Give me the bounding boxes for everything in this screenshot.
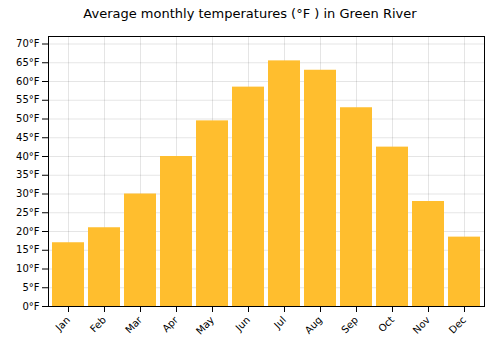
svg-text:25°F: 25°F [16,207,40,218]
svg-text:Dec: Dec [447,314,468,335]
svg-text:40°F: 40°F [16,151,40,162]
svg-text:Apr: Apr [160,314,181,335]
svg-text:55°F: 55°F [16,94,40,105]
svg-text:Nov: Nov [411,314,433,336]
svg-text:Oct: Oct [376,314,396,334]
svg-text:Jul: Jul [271,314,288,331]
svg-text:10°F: 10°F [16,263,40,274]
svg-text:Mar: Mar [123,314,145,336]
svg-text:Feb: Feb [88,314,108,334]
svg-text:70°F: 70°F [16,38,40,49]
svg-text:35°F: 35°F [16,169,40,180]
svg-text:65°F: 65°F [16,57,40,68]
svg-text:Jan: Jan [53,314,72,333]
svg-text:Jun: Jun [233,314,253,334]
svg-text:30°F: 30°F [16,188,40,199]
svg-text:Sep: Sep [339,314,360,335]
svg-text:Aug: Aug [303,314,325,336]
svg-text:45°F: 45°F [16,132,40,143]
svg-text:5°F: 5°F [22,282,39,293]
svg-text:15°F: 15°F [16,244,40,255]
svg-text:20°F: 20°F [16,226,40,237]
svg-text:60°F: 60°F [16,76,40,87]
html-text:Average monthly temperatures (: Average monthly temperatures (°F ) in Gr… [83,6,417,21]
svg-text:0°F: 0°F [22,301,39,312]
svg-text:May: May [194,314,216,336]
svg-text:50°F: 50°F [16,113,40,124]
